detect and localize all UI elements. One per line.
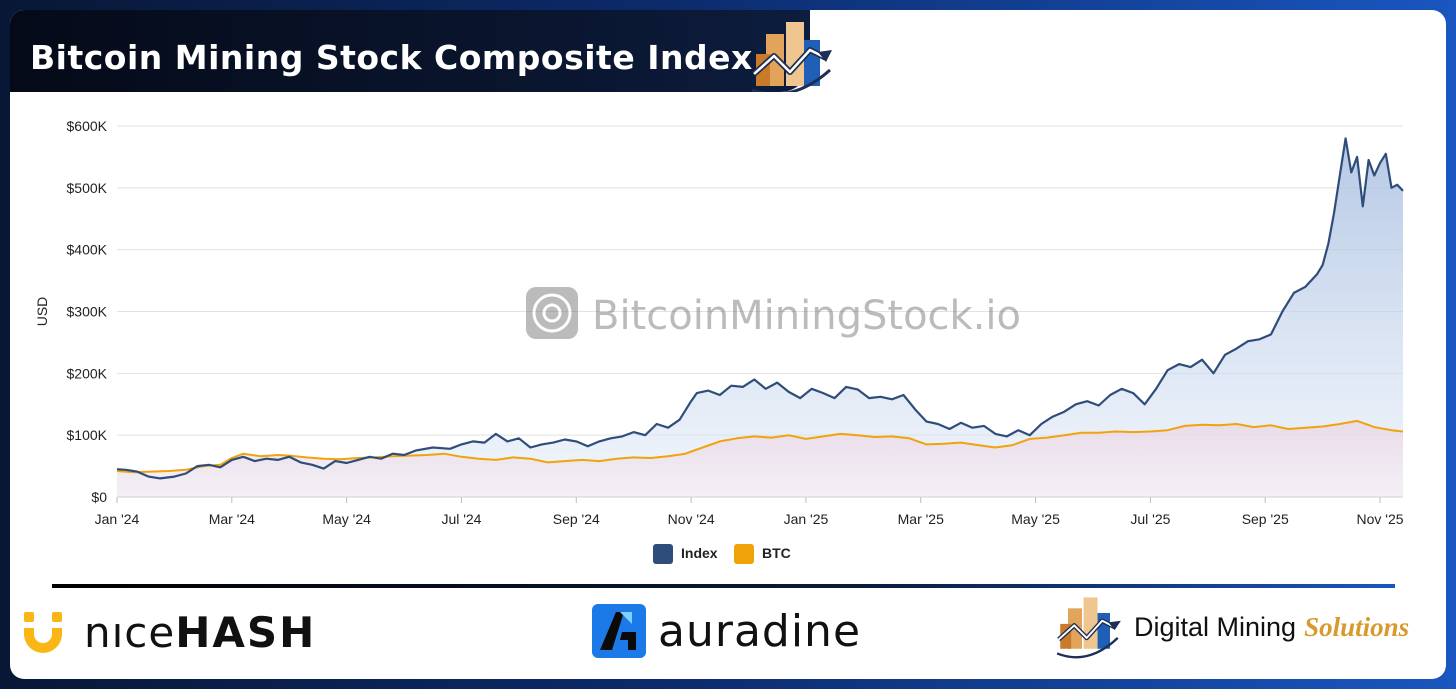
x-tick-label: Sep '24 bbox=[553, 511, 600, 527]
legend-btc-label[interactable]: BTC bbox=[762, 545, 791, 561]
watermark: BitcoinMiningStock.io bbox=[526, 287, 1021, 339]
sponsor-auradine[interactable]: auradine bbox=[592, 604, 861, 658]
sponsor-digital-mining-solutions[interactable]: Digital Mining Solutions bbox=[1054, 594, 1409, 660]
legend: Index BTC bbox=[653, 544, 791, 564]
y-tick-label: $500K bbox=[67, 180, 108, 196]
auradine-wordmark: auradine bbox=[658, 605, 862, 657]
digital-mining-logo-icon bbox=[1056, 597, 1121, 659]
series-layer bbox=[116, 137, 1404, 497]
digital-mining-badge-icon bbox=[751, 22, 832, 92]
title-bar: Bitcoin Mining Stock Composite Index bbox=[10, 10, 810, 92]
y-tick-label: $400K bbox=[67, 242, 108, 258]
nicehash-wordmark: nıceHASH bbox=[84, 608, 316, 657]
x-tick-label: May '25 bbox=[1011, 511, 1060, 527]
auradine-logo-icon bbox=[592, 604, 646, 658]
x-tick-label: Nov '25 bbox=[1357, 511, 1404, 527]
x-tick-label: Mar '25 bbox=[898, 511, 944, 527]
x-tick-label: Sep '25 bbox=[1242, 511, 1289, 527]
x-tick-label: Nov '24 bbox=[668, 511, 715, 527]
index-area bbox=[117, 138, 1403, 497]
x-tick-label: May '24 bbox=[322, 511, 371, 527]
y-tick-label: $600K bbox=[67, 118, 108, 134]
y-tick-label: $200K bbox=[67, 365, 108, 381]
nicehash-wordmark-light: nıce bbox=[84, 608, 176, 657]
legend-index-label[interactable]: Index bbox=[681, 545, 718, 561]
y-tick-label: $100K bbox=[67, 427, 108, 443]
nicehash-wordmark-bold: HASH bbox=[175, 608, 317, 657]
index-line[interactable] bbox=[116, 137, 1404, 480]
solutions-wordmark: Solutions bbox=[1304, 611, 1410, 642]
btc-area bbox=[117, 420, 1403, 497]
y-tick-label: $0 bbox=[91, 489, 107, 505]
y-tick-label: $300K bbox=[67, 304, 108, 320]
legend-index-swatch[interactable] bbox=[653, 544, 673, 564]
x-tick-label: Jan '25 bbox=[784, 511, 829, 527]
watermark-text: BitcoinMiningStock.io bbox=[592, 293, 1021, 339]
watermark-logo-icon bbox=[526, 287, 578, 339]
x-tick-label: Jul '24 bbox=[441, 511, 481, 527]
sponsor-nicehash[interactable]: nıceHASH bbox=[20, 608, 316, 657]
card: BitcoinMiningStock.io $0 $100K $200K $300K $… bbox=[10, 10, 1446, 679]
nicehash-logo-icon bbox=[24, 611, 62, 653]
page-title: Bitcoin Mining Stock Composite Index bbox=[30, 38, 753, 77]
grid-layer bbox=[117, 125, 1403, 498]
x-tick-label: Jul '25 bbox=[1130, 511, 1170, 527]
chart: BitcoinMiningStock.io $0$100K$200K$300K$… bbox=[34, 118, 1404, 564]
btc-line[interactable] bbox=[116, 419, 1404, 474]
axis-layer: $0 $100K $200K $300K $400K $500K $600K Jan '24 M… bbox=[34, 118, 1404, 527]
footer-divider bbox=[52, 584, 1395, 588]
legend-btc-swatch[interactable] bbox=[734, 544, 754, 564]
x-tick-label: Mar '24 bbox=[209, 511, 255, 527]
digital-mining-wordmark: Digital Mining bbox=[1134, 611, 1297, 642]
watermark-ring bbox=[532, 293, 572, 333]
watermark-core bbox=[542, 303, 562, 323]
y-axis-label: USD bbox=[34, 297, 50, 327]
x-tick-label: Jan '24 bbox=[95, 511, 140, 527]
